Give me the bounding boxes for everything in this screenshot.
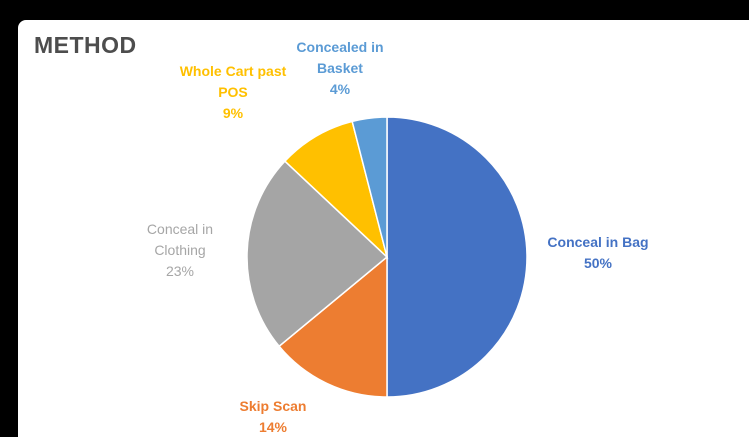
- pie-slice-concealed-in-basket: [351, 116, 388, 258]
- slice-value-label: 9%: [222, 105, 244, 121]
- slice-value-label: 23%: [165, 263, 195, 279]
- slice-label-concealed-in-basket: Concealed in Basket 4%: [260, 37, 420, 100]
- slice-label-text: Clothing: [154, 242, 206, 258]
- slice-label-skip-scan: Skip Scan 14%: [213, 396, 333, 437]
- slice-label-text: Conceal in: [146, 221, 214, 237]
- pie-slice-whole-cart-past-pos: [283, 120, 389, 260]
- slice-label-text: Whole Cart past: [179, 63, 287, 79]
- slice-label-conceal-in-bag: Conceal in Bag 50%: [523, 232, 673, 274]
- slice-label-conceal-in-clothing: Conceal in Clothing 23%: [125, 219, 235, 282]
- slice-label-whole-cart-past-pos: Whole Cart past POS 9%: [148, 61, 318, 124]
- pie-slice-skip-scan: [278, 255, 388, 398]
- pie-slices: [246, 116, 528, 398]
- pie-chart: [246, 116, 528, 398]
- slice-label-text: Conceal in Bag: [547, 234, 649, 250]
- slice-value-label: 4%: [329, 81, 351, 97]
- chart-title: METHOD: [34, 32, 137, 58]
- pie-slice-conceal-in-clothing: [246, 160, 389, 348]
- slice-label-text: Basket: [317, 60, 363, 76]
- pie-slice-conceal-in-bag: [386, 116, 528, 398]
- slice-value-label: 14%: [258, 419, 288, 435]
- slice-label-text: POS: [218, 84, 248, 100]
- slice-label-text: Skip Scan: [239, 398, 307, 414]
- slice-value-label: 50%: [583, 255, 613, 271]
- slice-label-text: Concealed in: [296, 39, 384, 55]
- chart-panel: METHOD Conceal in Bag 50% Skip Scan 14% …: [18, 20, 749, 437]
